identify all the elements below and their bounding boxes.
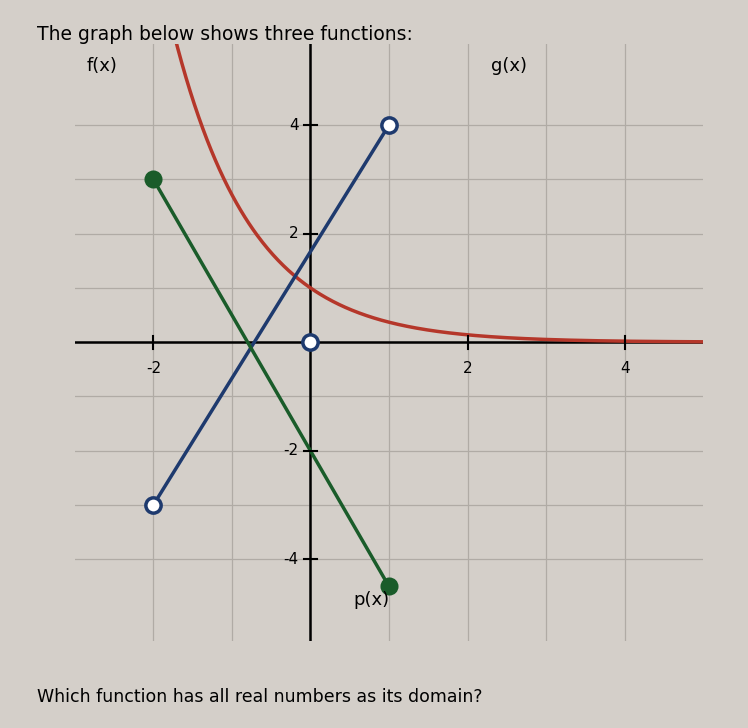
- Text: Which function has all real numbers as its domain?: Which function has all real numbers as i…: [37, 688, 483, 706]
- Text: The graph below shows three functions:: The graph below shows three functions:: [37, 25, 414, 44]
- Text: 4: 4: [289, 118, 298, 132]
- Text: p(x): p(x): [354, 591, 390, 609]
- Text: g(x): g(x): [491, 57, 527, 75]
- Text: f(x): f(x): [87, 57, 117, 75]
- Text: -2: -2: [283, 443, 298, 458]
- Text: -2: -2: [146, 361, 161, 376]
- Text: 2: 2: [289, 226, 298, 241]
- Text: -4: -4: [283, 552, 298, 566]
- Text: 4: 4: [620, 361, 629, 376]
- Text: 2: 2: [463, 361, 472, 376]
